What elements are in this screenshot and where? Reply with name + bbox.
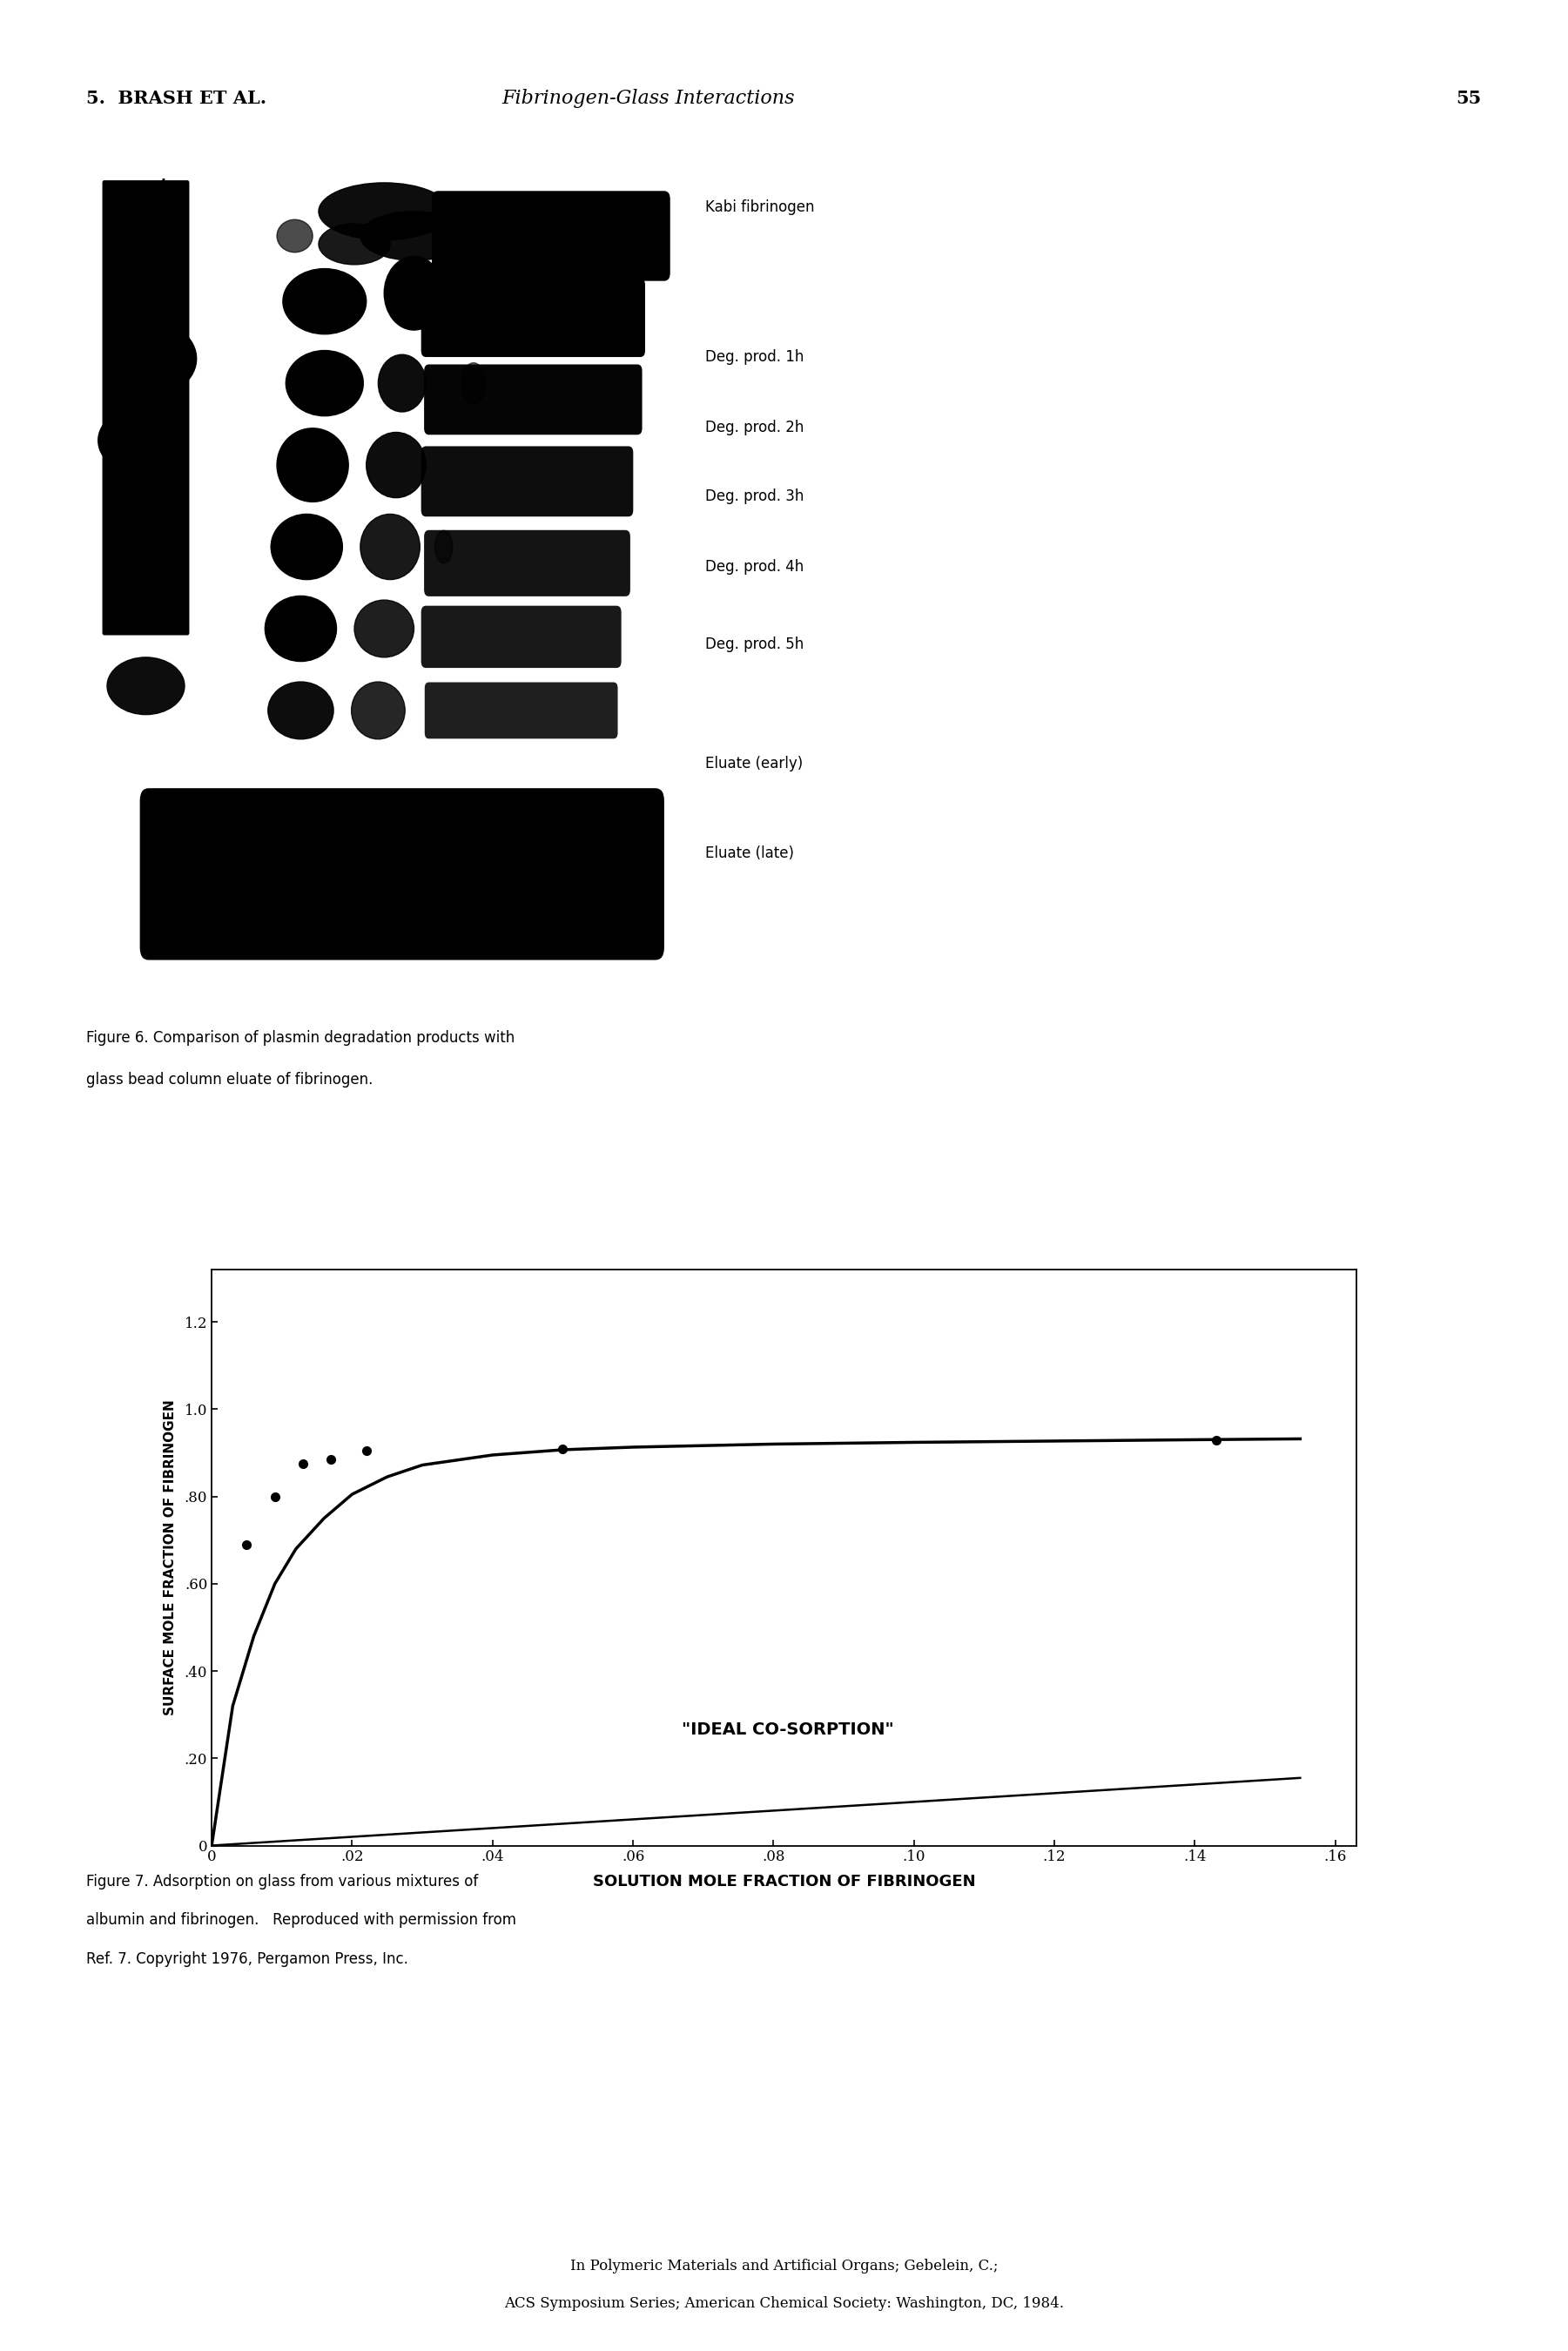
Ellipse shape — [420, 273, 491, 329]
Ellipse shape — [351, 682, 405, 738]
Ellipse shape — [107, 658, 185, 715]
Text: Eluate (late): Eluate (late) — [706, 846, 795, 860]
FancyBboxPatch shape — [425, 682, 618, 738]
Text: Eluate (early): Eluate (early) — [706, 757, 803, 771]
Ellipse shape — [361, 212, 467, 261]
Y-axis label: SURFACE MOLE FRACTION OF FIBRINOGEN: SURFACE MOLE FRACTION OF FIBRINOGEN — [165, 1399, 177, 1716]
Text: Deg. prod. 4h: Deg. prod. 4h — [706, 560, 804, 574]
Ellipse shape — [107, 322, 196, 395]
Ellipse shape — [378, 355, 426, 411]
Ellipse shape — [271, 515, 342, 581]
Text: Deg. prod. 3h: Deg. prod. 3h — [706, 489, 804, 503]
Text: 55: 55 — [1457, 89, 1482, 108]
FancyBboxPatch shape — [422, 607, 621, 668]
Ellipse shape — [265, 595, 337, 661]
FancyBboxPatch shape — [140, 788, 665, 959]
Ellipse shape — [107, 576, 185, 632]
FancyBboxPatch shape — [431, 190, 670, 280]
FancyBboxPatch shape — [423, 529, 630, 597]
Text: Deg. prod. 5h: Deg. prod. 5h — [706, 637, 804, 651]
Ellipse shape — [278, 428, 348, 501]
X-axis label: SOLUTION MOLE FRACTION OF FIBRINOGEN: SOLUTION MOLE FRACTION OF FIBRINOGEN — [593, 1874, 975, 1890]
Ellipse shape — [461, 362, 486, 404]
Text: albumin and fibrinogen.   Reproduced with permission from: albumin and fibrinogen. Reproduced with … — [86, 1914, 516, 1928]
Ellipse shape — [282, 268, 367, 334]
Text: glass bead column eluate of fibrinogen.: glass bead column eluate of fibrinogen. — [86, 1072, 373, 1089]
Ellipse shape — [434, 531, 453, 564]
Text: Kabi fibrinogen: Kabi fibrinogen — [706, 200, 815, 214]
Text: Figure 7. Adsorption on glass from various mixtures of: Figure 7. Adsorption on glass from vario… — [86, 1874, 478, 1890]
Ellipse shape — [318, 223, 390, 266]
Text: "IDEAL CO-SORPTION": "IDEAL CO-SORPTION" — [682, 1721, 894, 1737]
Text: 5.  BRASH ET AL.: 5. BRASH ET AL. — [86, 89, 267, 108]
Ellipse shape — [354, 600, 414, 658]
FancyBboxPatch shape — [423, 364, 643, 435]
Ellipse shape — [103, 245, 188, 310]
Ellipse shape — [361, 515, 420, 581]
Ellipse shape — [384, 256, 444, 329]
FancyBboxPatch shape — [422, 277, 644, 357]
Text: Deg. prod. 1h: Deg. prod. 1h — [706, 350, 804, 364]
Text: Deg. prod. 2h: Deg. prod. 2h — [706, 421, 804, 435]
FancyBboxPatch shape — [422, 447, 633, 517]
Text: Fibrinogen-Glass Interactions: Fibrinogen-Glass Interactions — [502, 89, 795, 108]
Ellipse shape — [367, 433, 426, 498]
Ellipse shape — [285, 350, 364, 416]
Text: ACS Symposium Series; American Chemical Society: Washington, DC, 1984.: ACS Symposium Series; American Chemical … — [503, 2297, 1065, 2311]
Ellipse shape — [99, 407, 182, 473]
Ellipse shape — [107, 494, 185, 550]
Ellipse shape — [318, 183, 450, 240]
Ellipse shape — [586, 882, 659, 947]
Ellipse shape — [268, 682, 334, 738]
Ellipse shape — [278, 219, 312, 252]
Text: Figure 6. Comparison of plasmin degradation products with: Figure 6. Comparison of plasmin degradat… — [86, 1030, 514, 1046]
Text: In Polymeric Materials and Artificial Organs; Gebelein, C.;: In Polymeric Materials and Artificial Or… — [571, 2259, 997, 2273]
FancyBboxPatch shape — [102, 181, 190, 635]
Text: Ref. 7. Copyright 1976, Pergamon Press, Inc.: Ref. 7. Copyright 1976, Pergamon Press, … — [86, 1951, 408, 1968]
